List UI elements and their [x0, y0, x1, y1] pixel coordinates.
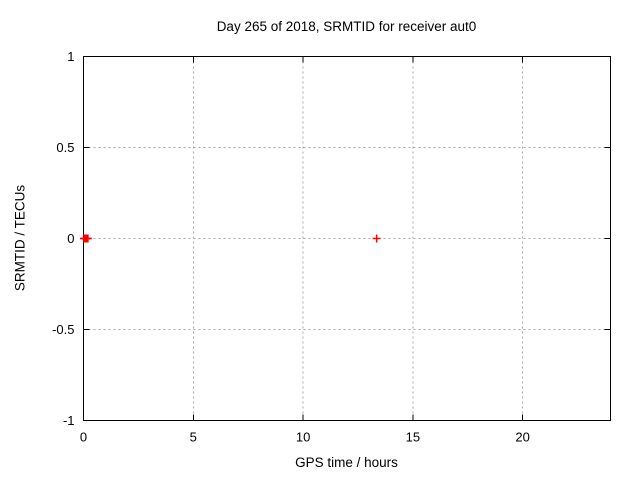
y-tick-label: 1 — [67, 49, 74, 64]
y-tick-label: 0 — [67, 231, 74, 246]
x-tick-label: 20 — [515, 430, 529, 445]
plot-border — [83, 56, 611, 421]
x-axis-label: GPS time / hours — [295, 455, 398, 470]
x-tick-label: 15 — [406, 430, 420, 445]
y-tick-label: -0.5 — [52, 322, 74, 337]
chart-title: Day 265 of 2018, SRMTID for receiver aut… — [216, 19, 477, 34]
x-tick-label: 0 — [80, 430, 87, 445]
y-tick-label: -1 — [63, 413, 75, 428]
x-tick-label: 5 — [190, 430, 197, 445]
y-tick-label: 0.5 — [56, 140, 74, 155]
x-tick-label: 10 — [296, 430, 310, 445]
